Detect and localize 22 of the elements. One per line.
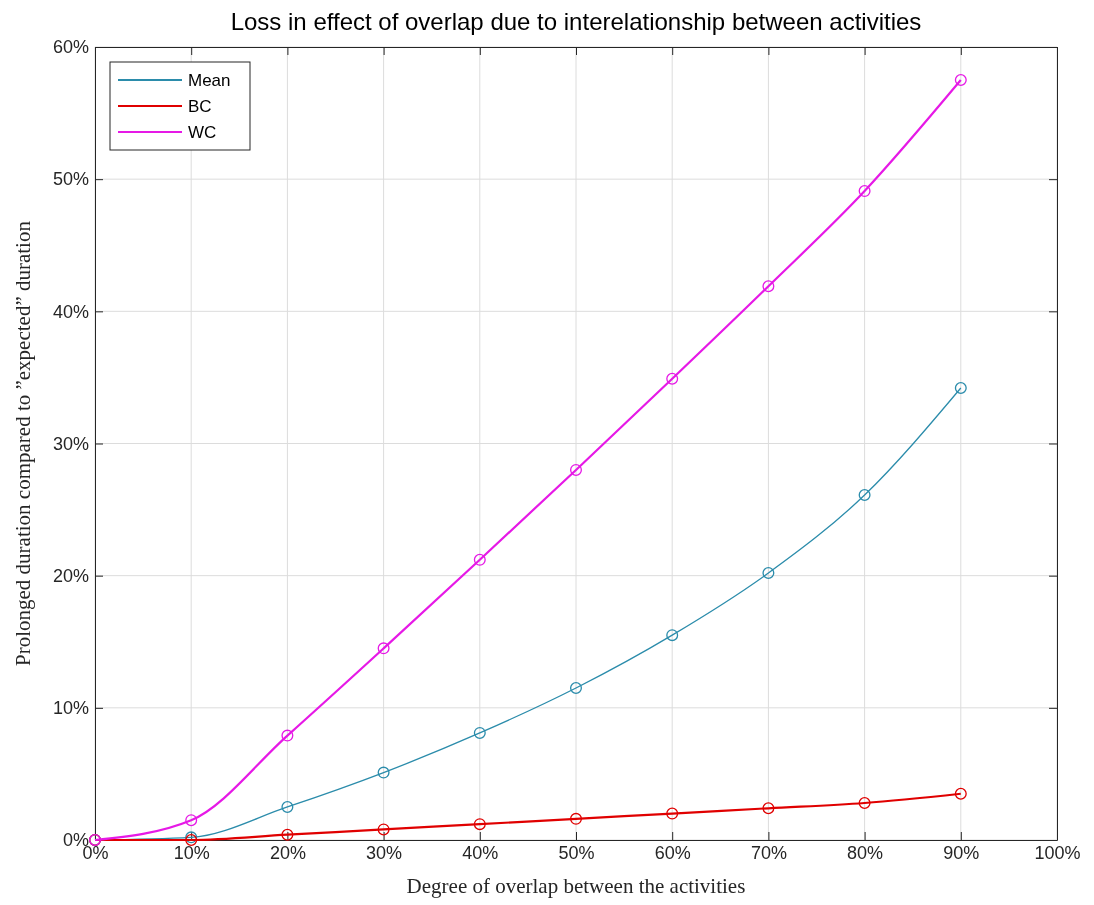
legend-label: BC	[188, 97, 212, 116]
y-tick-label: 20%	[52, 565, 89, 586]
x-tick-label: 70%	[750, 842, 787, 863]
x-tick-label: 50%	[558, 842, 595, 863]
y-axis-title: Prolonged duration compared to ”expected” duration	[11, 220, 35, 666]
y-tick-label: 40%	[52, 301, 89, 322]
x-tick-label: 40%	[462, 842, 499, 863]
x-tick-label: 80%	[847, 842, 884, 863]
x-axis-title: Degree of overlap between the activities	[406, 874, 746, 898]
x-tick-label: 10%	[173, 842, 210, 863]
y-tick-label: 50%	[52, 169, 89, 190]
legend-label: Mean	[188, 71, 231, 90]
chart-title: Loss in effect of overlap due to interelationship between activities	[230, 8, 922, 35]
x-tick-label: 30%	[366, 842, 403, 863]
y-tick-label: 60%	[52, 37, 89, 58]
x-tick-label: 60%	[654, 842, 691, 863]
x-tick-label: 90%	[943, 842, 980, 863]
x-tick-label: 20%	[269, 842, 306, 863]
x-tick-label: 100%	[1034, 842, 1081, 863]
y-tick-label: 10%	[52, 698, 89, 719]
y-tick-label: 30%	[52, 433, 89, 454]
legend-label: WC	[188, 123, 217, 142]
